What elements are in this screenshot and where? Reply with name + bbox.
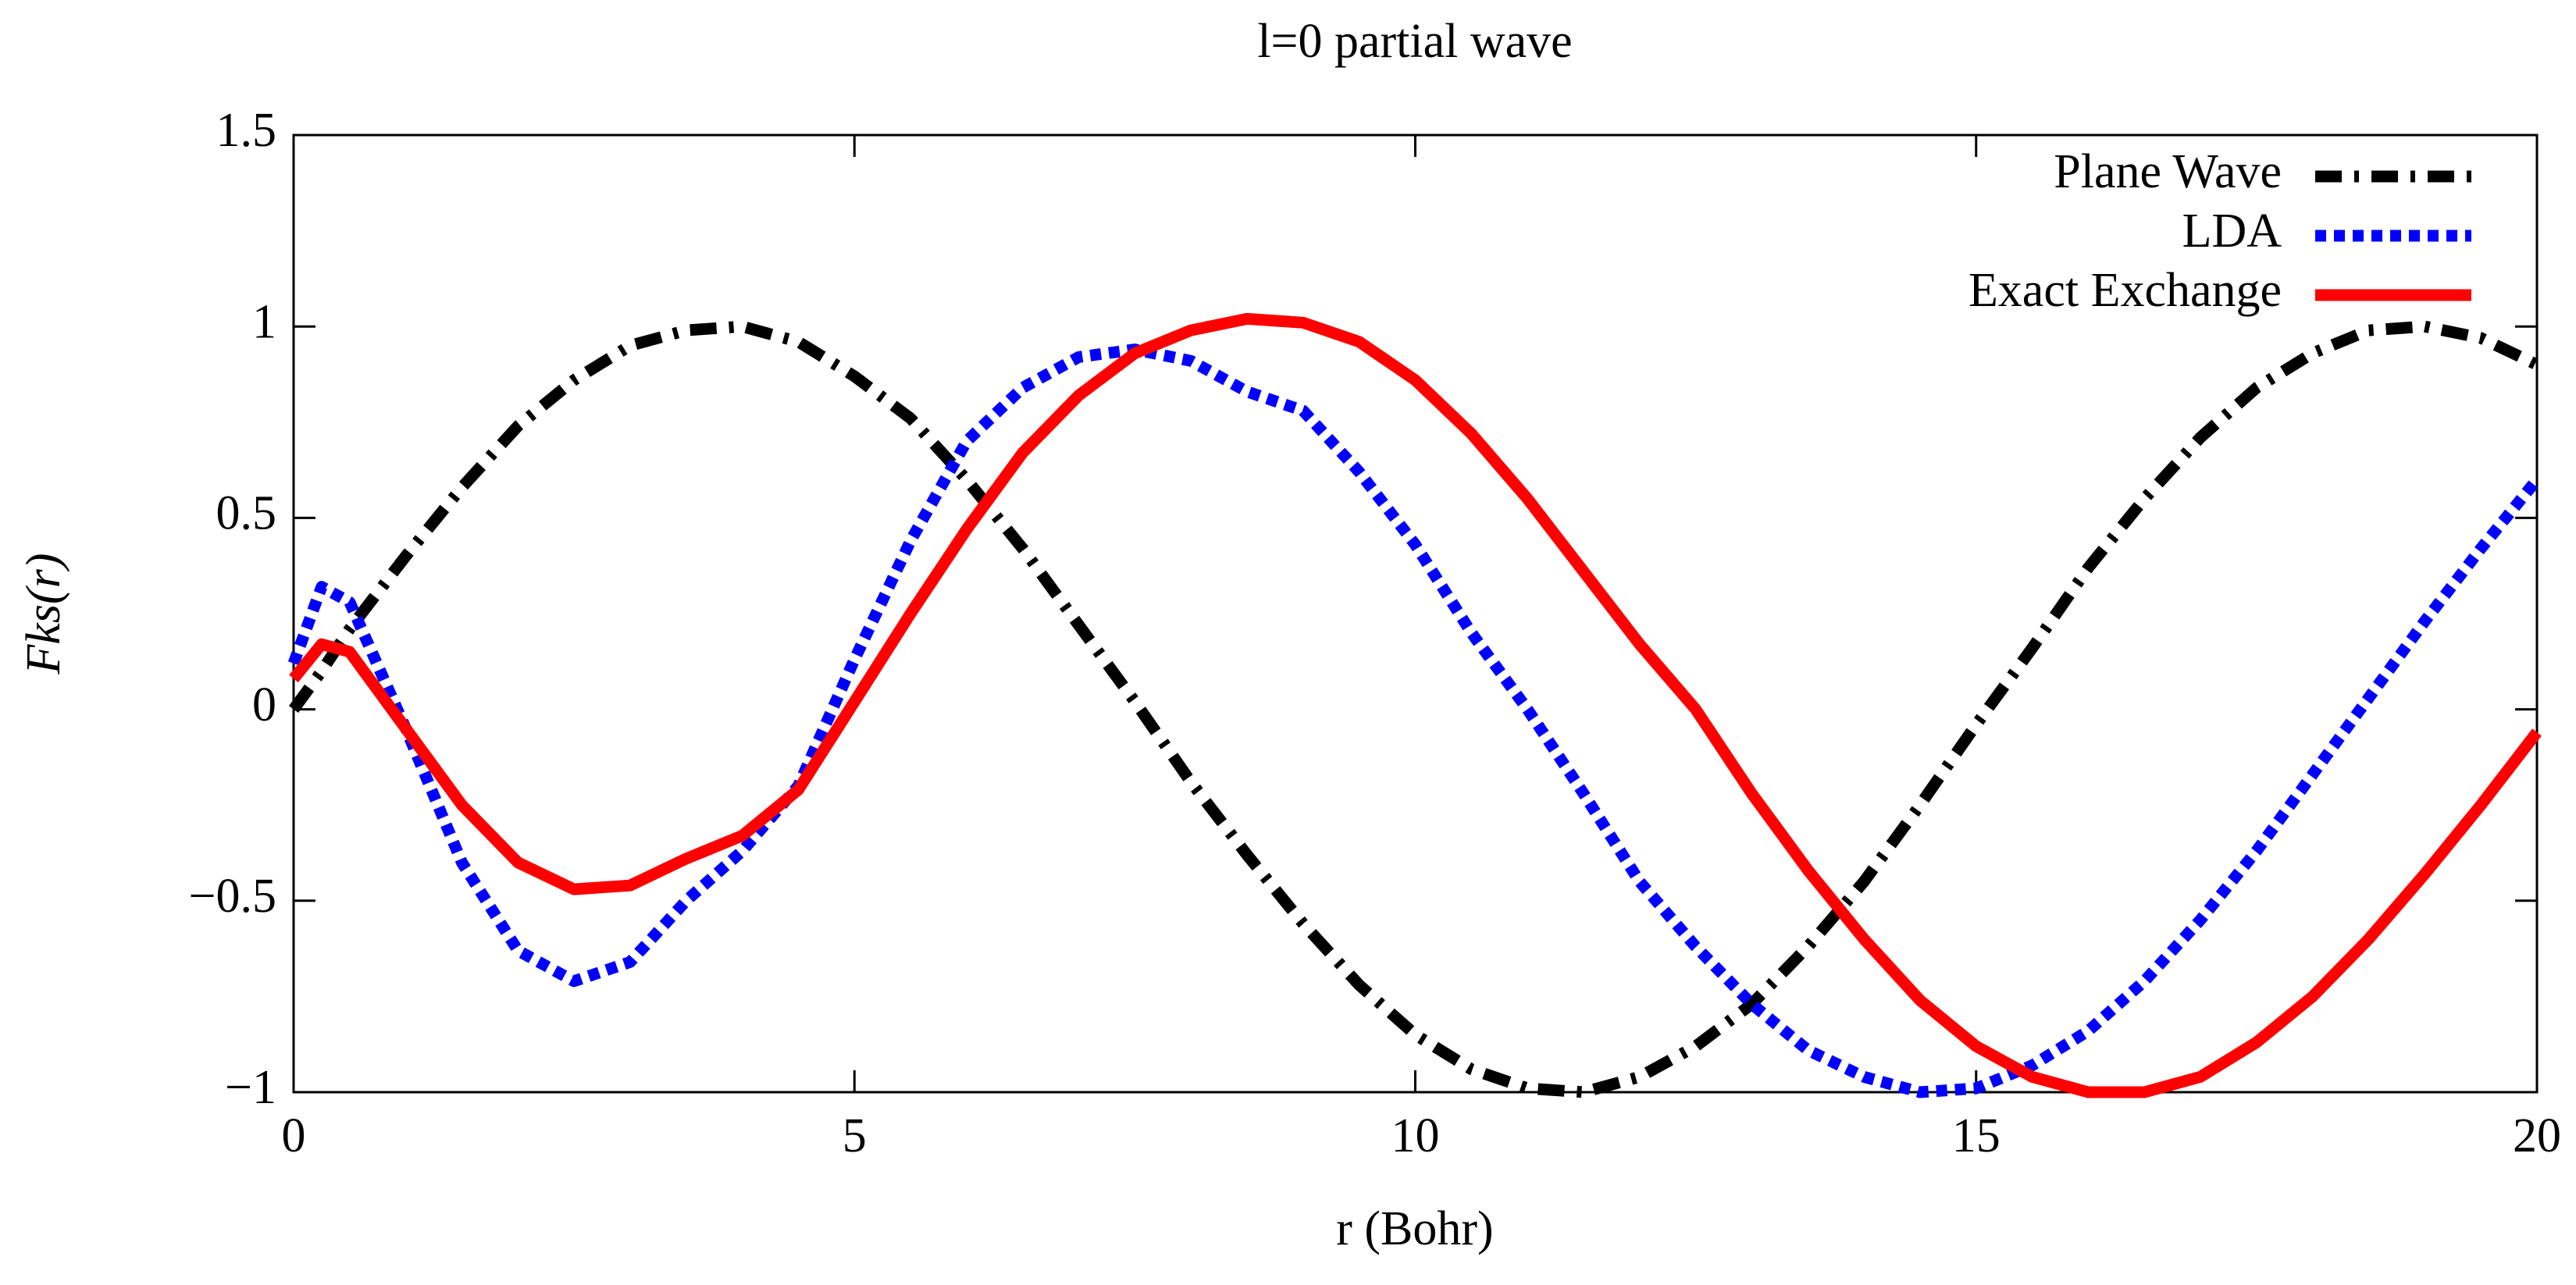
x-tick-label: 0 — [282, 1109, 306, 1162]
series-line — [289, 312, 2542, 1098]
y-tick-label: 0 — [252, 678, 276, 731]
series-line — [287, 343, 2542, 1098]
x-tick-label: 15 — [1952, 1109, 2001, 1162]
y-tick-label: 0.5 — [216, 487, 277, 540]
x-tick-label: 10 — [1391, 1109, 1440, 1162]
series-line — [288, 320, 2540, 1098]
legend-label: Exact Exchange — [1969, 264, 2282, 317]
y-tick-label: −0.5 — [189, 870, 276, 923]
y-tick-label: 1 — [252, 295, 276, 348]
y-tick-label: −1 — [225, 1061, 276, 1114]
legend-label: LDA — [2182, 205, 2282, 258]
x-axis-label: r (Bohr) — [1336, 1202, 1493, 1255]
legend-label: Plane Wave — [2054, 145, 2282, 198]
y-tick-label: 1.5 — [216, 104, 277, 157]
chart-title: l=0 partial wave — [1257, 15, 1572, 68]
y-axis-label: Fks(r) — [17, 554, 70, 675]
x-tick-label: 20 — [2513, 1109, 2561, 1162]
x-tick-label: 5 — [843, 1109, 867, 1162]
